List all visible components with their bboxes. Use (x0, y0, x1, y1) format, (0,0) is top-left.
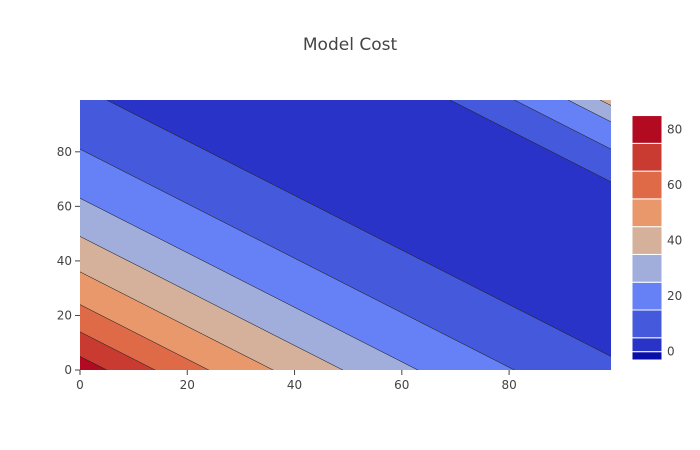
colorbar-segment (631, 351, 663, 361)
colorbar-segment (631, 253, 663, 283)
y-tick-label: 60 (57, 199, 72, 213)
x-axis: 0 20 40 60 80 (76, 370, 517, 392)
colorbar-segment (631, 226, 663, 255)
colorbar-segment (631, 198, 663, 228)
x-tick-label: 80 (501, 378, 516, 392)
colorbar-segment (631, 337, 663, 353)
y-axis: 0 20 40 60 80 (57, 145, 80, 377)
colorbar-tick-label: 40 (667, 234, 682, 248)
x-tick-label: 20 (180, 378, 195, 392)
colorbar-segment (631, 309, 663, 339)
colorbar-segment (631, 115, 663, 144)
colorbar-tick-label: 60 (667, 178, 682, 192)
colorbar-tick-label: 80 (667, 122, 682, 136)
chart-title: Model Cost (303, 35, 398, 55)
colorbar-tick-label: 20 (667, 289, 682, 303)
x-tick-label: 60 (394, 378, 409, 392)
colorbar-tick-label: 0 (667, 345, 675, 359)
x-tick-label: 40 (287, 378, 302, 392)
y-tick-label: 40 (57, 254, 72, 268)
colorbar-segment (631, 281, 663, 311)
y-tick-label: 80 (57, 145, 72, 159)
colorbar-segment (631, 142, 663, 172)
colorbar-segment (631, 170, 663, 200)
colorbar: 0 20 40 60 80 (631, 115, 682, 361)
x-tick-label: 0 (76, 378, 84, 392)
y-tick-label: 20 (57, 308, 72, 322)
y-tick-label: 0 (64, 363, 72, 377)
